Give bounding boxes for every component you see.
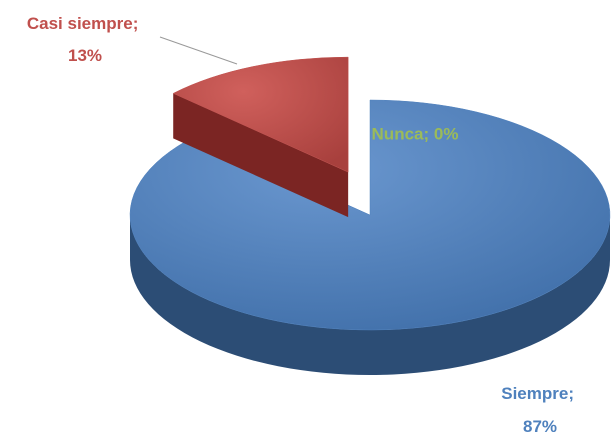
slice-side (130, 215, 610, 375)
slice-wall (173, 93, 349, 218)
label-line: 13% (68, 46, 102, 65)
slice (172, 56, 349, 218)
data-label: Nunca; 0% (372, 124, 459, 143)
slice-top (172, 56, 349, 173)
label-line: Siempre; (501, 384, 578, 403)
label-line: Casi siempre; (27, 14, 143, 33)
data-label: Casi siempre; 13% (27, 14, 143, 65)
leader-line (159, 36, 238, 65)
slice-top (129, 99, 611, 331)
data-label: Siempre; 87% (501, 384, 578, 436)
label-line: 87% (523, 417, 557, 436)
